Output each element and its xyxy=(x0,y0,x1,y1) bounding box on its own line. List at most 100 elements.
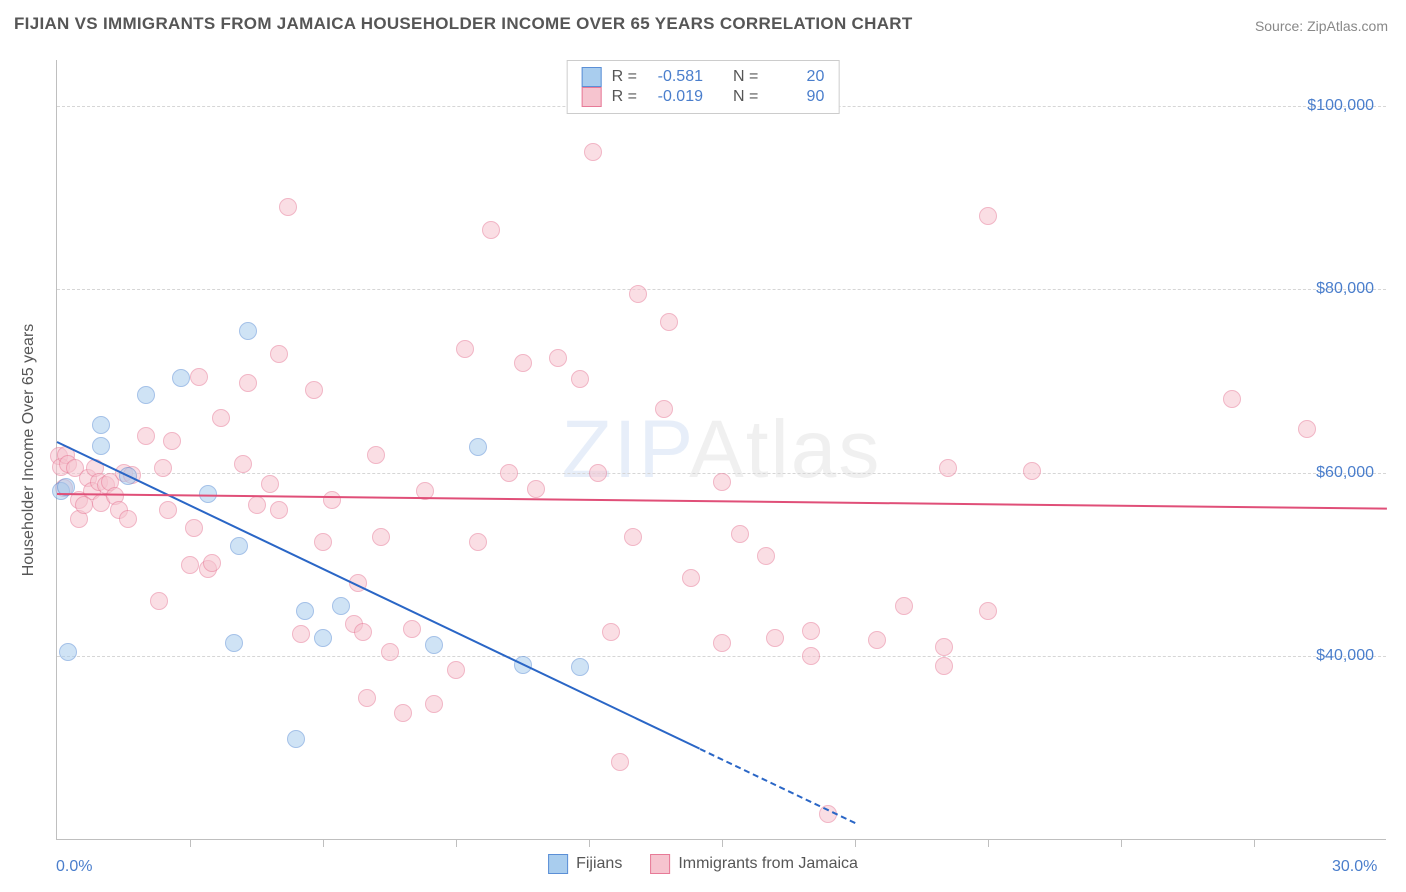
data-point-jamaica xyxy=(119,510,137,528)
legend-row-fijians: R =-0.581N =20 xyxy=(582,67,825,87)
plot-area: ZIPAtlas $40,000$60,000$80,000$100,000 xyxy=(56,60,1386,840)
data-point-jamaica xyxy=(358,689,376,707)
data-point-jamaica xyxy=(163,432,181,450)
n-label: N = xyxy=(733,88,758,106)
data-point-jamaica xyxy=(655,400,673,418)
y-tick-label: $80,000 xyxy=(1316,280,1374,298)
data-point-jamaica xyxy=(159,501,177,519)
data-point-fijians xyxy=(332,597,350,615)
data-point-jamaica xyxy=(425,695,443,713)
data-point-jamaica xyxy=(314,533,332,551)
r-label: R = xyxy=(612,88,637,106)
r-value: -0.581 xyxy=(647,68,703,86)
gridline xyxy=(57,289,1386,290)
data-point-jamaica xyxy=(571,370,589,388)
data-point-jamaica xyxy=(1023,462,1041,480)
x-tick xyxy=(190,839,191,847)
data-point-jamaica xyxy=(1298,420,1316,438)
x-tick xyxy=(589,839,590,847)
n-value: 20 xyxy=(768,68,824,86)
data-point-jamaica xyxy=(403,620,421,638)
data-point-fijians xyxy=(469,438,487,456)
data-point-fijians xyxy=(230,537,248,555)
data-point-jamaica xyxy=(354,623,372,641)
data-point-jamaica xyxy=(185,519,203,537)
data-point-jamaica xyxy=(212,409,230,427)
data-point-jamaica xyxy=(713,473,731,491)
data-point-jamaica xyxy=(979,207,997,225)
data-point-jamaica xyxy=(372,528,390,546)
data-point-jamaica xyxy=(394,704,412,722)
x-min-label: 0.0% xyxy=(56,858,92,876)
data-point-jamaica xyxy=(367,446,385,464)
data-point-jamaica xyxy=(500,464,518,482)
gridline xyxy=(57,656,1386,657)
data-point-fijians xyxy=(59,643,77,661)
data-point-jamaica xyxy=(660,313,678,331)
x-max-label: 30.0% xyxy=(1332,858,1377,876)
data-point-fijians xyxy=(92,437,110,455)
data-point-jamaica xyxy=(935,657,953,675)
data-point-jamaica xyxy=(757,547,775,565)
data-point-jamaica xyxy=(75,496,93,514)
data-point-jamaica xyxy=(713,634,731,652)
data-point-jamaica xyxy=(611,753,629,771)
x-tick xyxy=(722,839,723,847)
data-point-fijians xyxy=(314,629,332,647)
watermark-zip: ZIP xyxy=(562,404,689,495)
source-label: Source: ZipAtlas.com xyxy=(1255,18,1388,34)
swatch-icon xyxy=(582,67,602,87)
data-point-jamaica xyxy=(292,625,310,643)
y-tick-label: $40,000 xyxy=(1316,647,1374,665)
data-point-jamaica xyxy=(602,623,620,641)
data-point-jamaica xyxy=(469,533,487,551)
data-point-jamaica xyxy=(261,475,279,493)
data-point-jamaica xyxy=(137,427,155,445)
data-point-fijians xyxy=(172,369,190,387)
data-point-jamaica xyxy=(305,381,323,399)
data-point-jamaica xyxy=(895,597,913,615)
y-tick-label: $100,000 xyxy=(1307,97,1374,115)
data-point-jamaica xyxy=(731,525,749,543)
data-point-fijians xyxy=(425,636,443,654)
data-point-jamaica xyxy=(270,345,288,363)
data-point-jamaica xyxy=(868,631,886,649)
data-point-jamaica xyxy=(190,368,208,386)
data-point-jamaica xyxy=(323,491,341,509)
data-point-fijians xyxy=(137,386,155,404)
trend-line xyxy=(699,748,855,824)
data-point-jamaica xyxy=(279,198,297,216)
data-point-jamaica xyxy=(624,528,642,546)
data-point-fijians xyxy=(571,658,589,676)
y-axis-label: Householder Income Over 65 years xyxy=(20,324,38,577)
y-tick-label: $60,000 xyxy=(1316,464,1374,482)
series-legend-item-fijians: Fijians xyxy=(548,854,622,874)
data-point-jamaica xyxy=(456,340,474,358)
data-point-jamaica xyxy=(935,638,953,656)
data-point-jamaica xyxy=(939,459,957,477)
data-point-jamaica xyxy=(629,285,647,303)
data-point-jamaica xyxy=(1223,390,1241,408)
x-tick xyxy=(855,839,856,847)
x-tick xyxy=(988,839,989,847)
x-tick xyxy=(323,839,324,847)
n-label: N = xyxy=(733,68,758,86)
data-point-jamaica xyxy=(154,459,172,477)
data-point-jamaica xyxy=(447,661,465,679)
data-point-jamaica xyxy=(802,622,820,640)
data-point-fijians xyxy=(225,634,243,652)
data-point-jamaica xyxy=(979,602,997,620)
data-point-jamaica xyxy=(150,592,168,610)
data-point-fijians xyxy=(296,602,314,620)
x-tick xyxy=(1121,839,1122,847)
correlation-legend: R =-0.581N =20R =-0.019N =90 xyxy=(567,60,840,114)
data-point-jamaica xyxy=(270,501,288,519)
data-point-jamaica xyxy=(514,354,532,372)
data-point-jamaica xyxy=(682,569,700,587)
series-legend-item-jamaica: Immigrants from Jamaica xyxy=(650,854,858,874)
data-point-jamaica xyxy=(234,455,252,473)
data-point-fijians xyxy=(239,322,257,340)
data-point-jamaica xyxy=(181,556,199,574)
x-tick xyxy=(1254,839,1255,847)
data-point-jamaica xyxy=(589,464,607,482)
